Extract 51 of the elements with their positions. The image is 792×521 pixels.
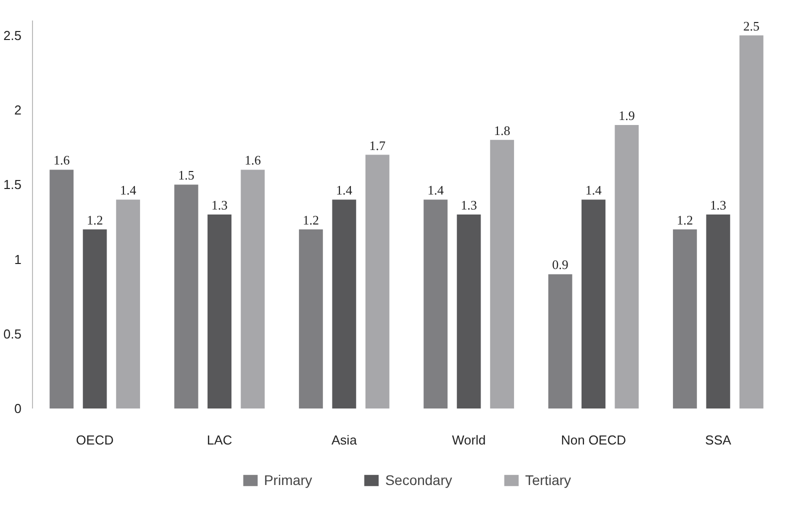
bar <box>116 200 140 408</box>
y-tick-label: 0 <box>14 401 22 416</box>
bar <box>174 184 198 408</box>
x-tick-label: OECD <box>76 432 114 448</box>
bar <box>365 154 390 408</box>
x-tick-label: Non OECD <box>560 432 626 448</box>
x-tick-label: World <box>452 432 486 448</box>
data-label: 0.9 <box>552 257 568 272</box>
bar <box>424 200 448 408</box>
y-tick-label: 0.5 <box>3 326 22 342</box>
x-tick-label: SSA <box>705 432 732 448</box>
bar <box>672 229 697 408</box>
bar <box>208 214 232 408</box>
bar <box>298 229 323 408</box>
data-label: 1.8 <box>494 122 510 138</box>
bar <box>240 170 265 408</box>
data-label: 1.3 <box>211 198 228 212</box>
bar <box>582 200 606 408</box>
data-label: 1.4 <box>120 182 137 198</box>
data-label: 1.6 <box>53 152 70 168</box>
data-label: 1.7 <box>369 138 386 153</box>
legend-label: Primary <box>264 472 312 488</box>
bar <box>548 274 572 408</box>
legend-label: Secondary <box>385 472 452 488</box>
y-tick-label: 1.5 <box>3 177 22 192</box>
legend-label: Tertiary <box>525 472 572 488</box>
bar <box>456 214 481 408</box>
y-tick-label: 2.5 <box>3 28 22 43</box>
data-label: 1.3 <box>460 198 477 212</box>
data-label: 1.6 <box>244 152 262 168</box>
data-label: 1.4 <box>427 182 444 198</box>
bar <box>490 140 514 408</box>
data-label: 1.2 <box>86 212 103 228</box>
bar <box>614 124 639 408</box>
bar <box>332 200 356 408</box>
bar <box>706 214 730 408</box>
data-label: 1.2 <box>302 212 320 228</box>
data-label: 1.2 <box>676 212 694 228</box>
y-tick-label: 1 <box>14 252 22 267</box>
data-label: 1.4 <box>336 182 353 198</box>
bar <box>82 229 107 408</box>
data-label: 1.3 <box>710 198 726 212</box>
data-label: 1.9 <box>618 108 635 123</box>
bar <box>739 35 764 408</box>
x-tick-label: Asia <box>332 432 358 448</box>
data-label: 1.4 <box>585 182 602 198</box>
data-label: 1.5 <box>178 168 194 183</box>
x-tick-label: LAC <box>206 432 232 448</box>
data-label: 2.5 <box>743 18 760 34</box>
y-tick-label: 2 <box>14 102 22 118</box>
bar <box>50 170 74 408</box>
